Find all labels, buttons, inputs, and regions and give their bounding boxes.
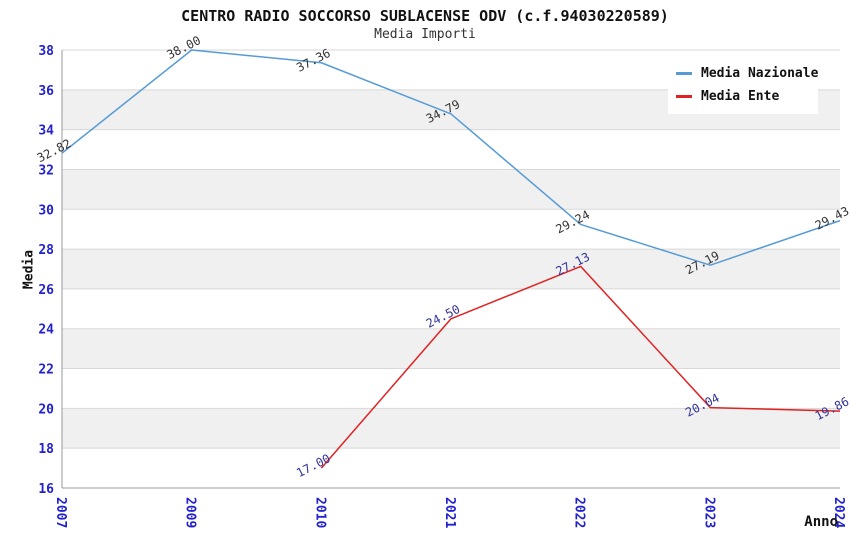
y-tick-label: 26 xyxy=(38,283,54,298)
plot-band xyxy=(62,408,840,449)
legend-label: Media Ente xyxy=(701,89,780,104)
legend-item-media-ente: Media Ente xyxy=(676,85,818,108)
legend-line-swatch xyxy=(676,95,692,98)
legend-label: Media Nazionale xyxy=(701,66,819,81)
chart-title: CENTRO RADIO SOCCORSO SUBLACENSE ODV (c.… xyxy=(181,7,669,25)
plot-band xyxy=(62,209,840,250)
y-tick-label: 24 xyxy=(38,323,54,338)
plot-band xyxy=(62,249,840,289)
x-tick-label: 2010 xyxy=(312,497,327,528)
y-tick-label: 16 xyxy=(38,482,54,497)
x-tick-label: 2024 xyxy=(831,497,846,528)
plot-band xyxy=(62,169,840,210)
y-tick-label: 32 xyxy=(38,163,54,178)
plot-band xyxy=(62,129,840,170)
y-tick-label: 22 xyxy=(38,363,54,378)
y-tick-label: 28 xyxy=(38,243,54,258)
y-tick-label: 38 xyxy=(38,44,54,59)
y-tick-label: 34 xyxy=(38,124,54,139)
y-axis-title: Media xyxy=(21,249,37,290)
series-line-media-ente xyxy=(320,265,841,469)
legend-item-media-nazionale: Media Nazionale xyxy=(676,62,818,85)
y-tick-label: 36 xyxy=(38,84,54,99)
plot-band xyxy=(62,368,840,409)
plot-band xyxy=(62,448,840,488)
plot-band xyxy=(62,288,840,329)
y-tick-label: 20 xyxy=(38,402,54,417)
x-tick-label: 2007 xyxy=(53,497,68,528)
chart-subtitle: Media Importi xyxy=(374,27,476,42)
legend-line-swatch xyxy=(676,72,692,75)
legend: Media Nazionale Media Ente xyxy=(668,56,818,114)
plot-band xyxy=(62,328,840,369)
x-tick-label: 2021 xyxy=(442,497,457,528)
series-line-media-nazionale xyxy=(61,49,841,266)
x-tick-label: 2009 xyxy=(183,497,198,528)
x-tick-label: 2022 xyxy=(572,497,587,528)
y-tick-label: 18 xyxy=(38,442,54,457)
x-tick-label: 2023 xyxy=(701,497,716,528)
x-axis-title: Anno xyxy=(804,514,838,530)
y-tick-label: 30 xyxy=(38,203,54,218)
